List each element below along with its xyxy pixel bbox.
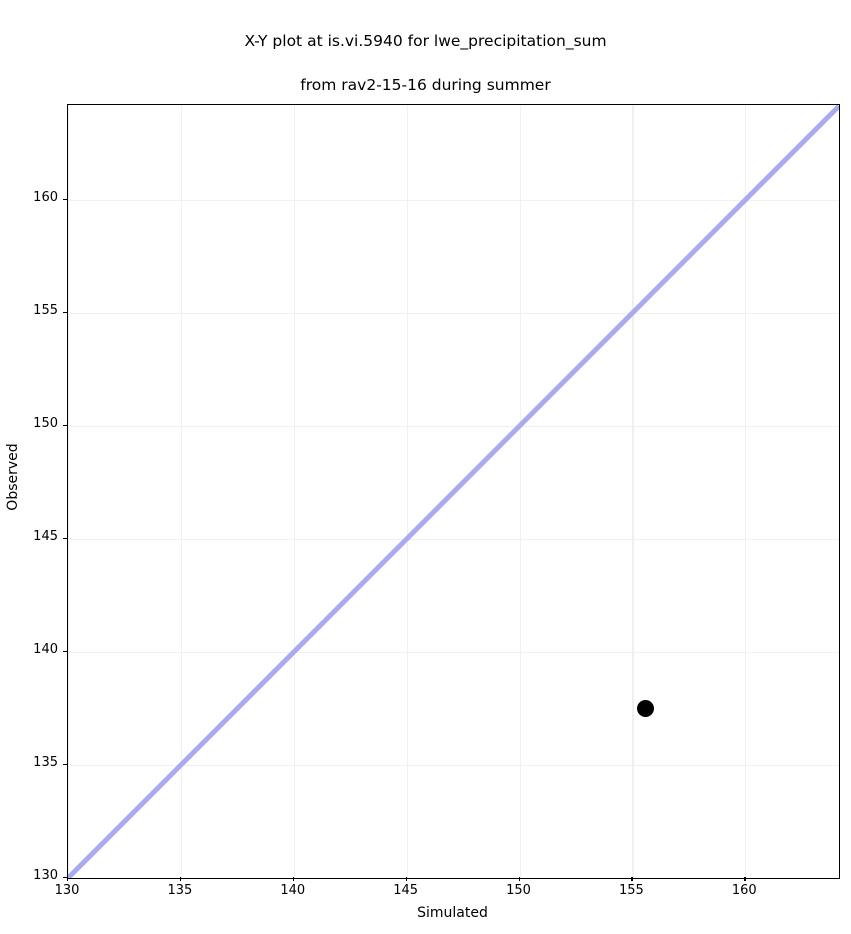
x-tick-label: 135 [167,883,193,898]
y-tick-label: 150 [33,415,58,431]
y-tick-mark [63,650,67,653]
gridline-horizontal [68,425,839,428]
y-tick-label: 135 [33,754,58,770]
x-tick-mark [179,877,182,881]
gridline-horizontal [68,764,839,767]
y-tick-label: 130 [33,868,58,883]
x-tick-mark [744,877,746,881]
plot-area [67,104,840,879]
gridline-vertical [293,105,295,878]
y-tick-label: 145 [33,528,58,544]
gridline-horizontal [68,651,839,654]
y-tick-label: 140 [33,641,58,657]
x-tick-label: 145 [393,883,419,898]
y-tick-mark [63,424,67,427]
y-axis-label-wrapper: Observed [0,0,21,934]
y-tick-label: 160 [33,189,58,205]
chart-title-line-1: X-Y plot at is.vi.5940 for lwe_precipita… [244,32,607,50]
gridline-vertical [632,105,634,878]
x-tick-label: 140 [280,883,306,898]
gridline-horizontal [68,199,839,202]
y-tick-mark [63,763,67,766]
x-tick-mark [292,877,295,881]
x-tick-mark [405,877,407,881]
x-tick-mark [518,877,520,881]
gridline-horizontal [68,312,839,315]
gridline-vertical [406,105,408,878]
y-tick-mark [63,198,67,201]
y-tick-mark [63,537,67,540]
x-tick-label: 150 [506,883,531,898]
plot-inner [68,105,839,878]
x-tick-label: 130 [54,883,80,898]
chart-title-line-2: from rav2-15-16 during summer [300,76,551,94]
y-tick-mark [63,311,67,314]
y-axis-ticks: 130 135 140 145 150 155 160 [0,0,67,934]
gridline-vertical [519,105,521,878]
gridline-vertical [180,105,182,878]
y-tick-label: 155 [33,302,58,318]
data-point [637,699,655,717]
y-tick-mark [63,877,67,879]
x-tick-label: 155 [618,883,644,898]
gridline-vertical [68,105,70,878]
chart-title: X-Y plot at is.vi.5940 for lwe_precipita… [0,8,851,118]
x-tick-mark [67,877,69,881]
x-tick-mark [631,877,633,881]
x-axis-label: Simulated [417,905,488,921]
x-tick-label: 160 [731,883,757,898]
identity-line [68,105,839,878]
y-axis-label: Observed [5,443,21,511]
gridline-horizontal [68,538,839,541]
gridline-vertical [745,105,747,878]
